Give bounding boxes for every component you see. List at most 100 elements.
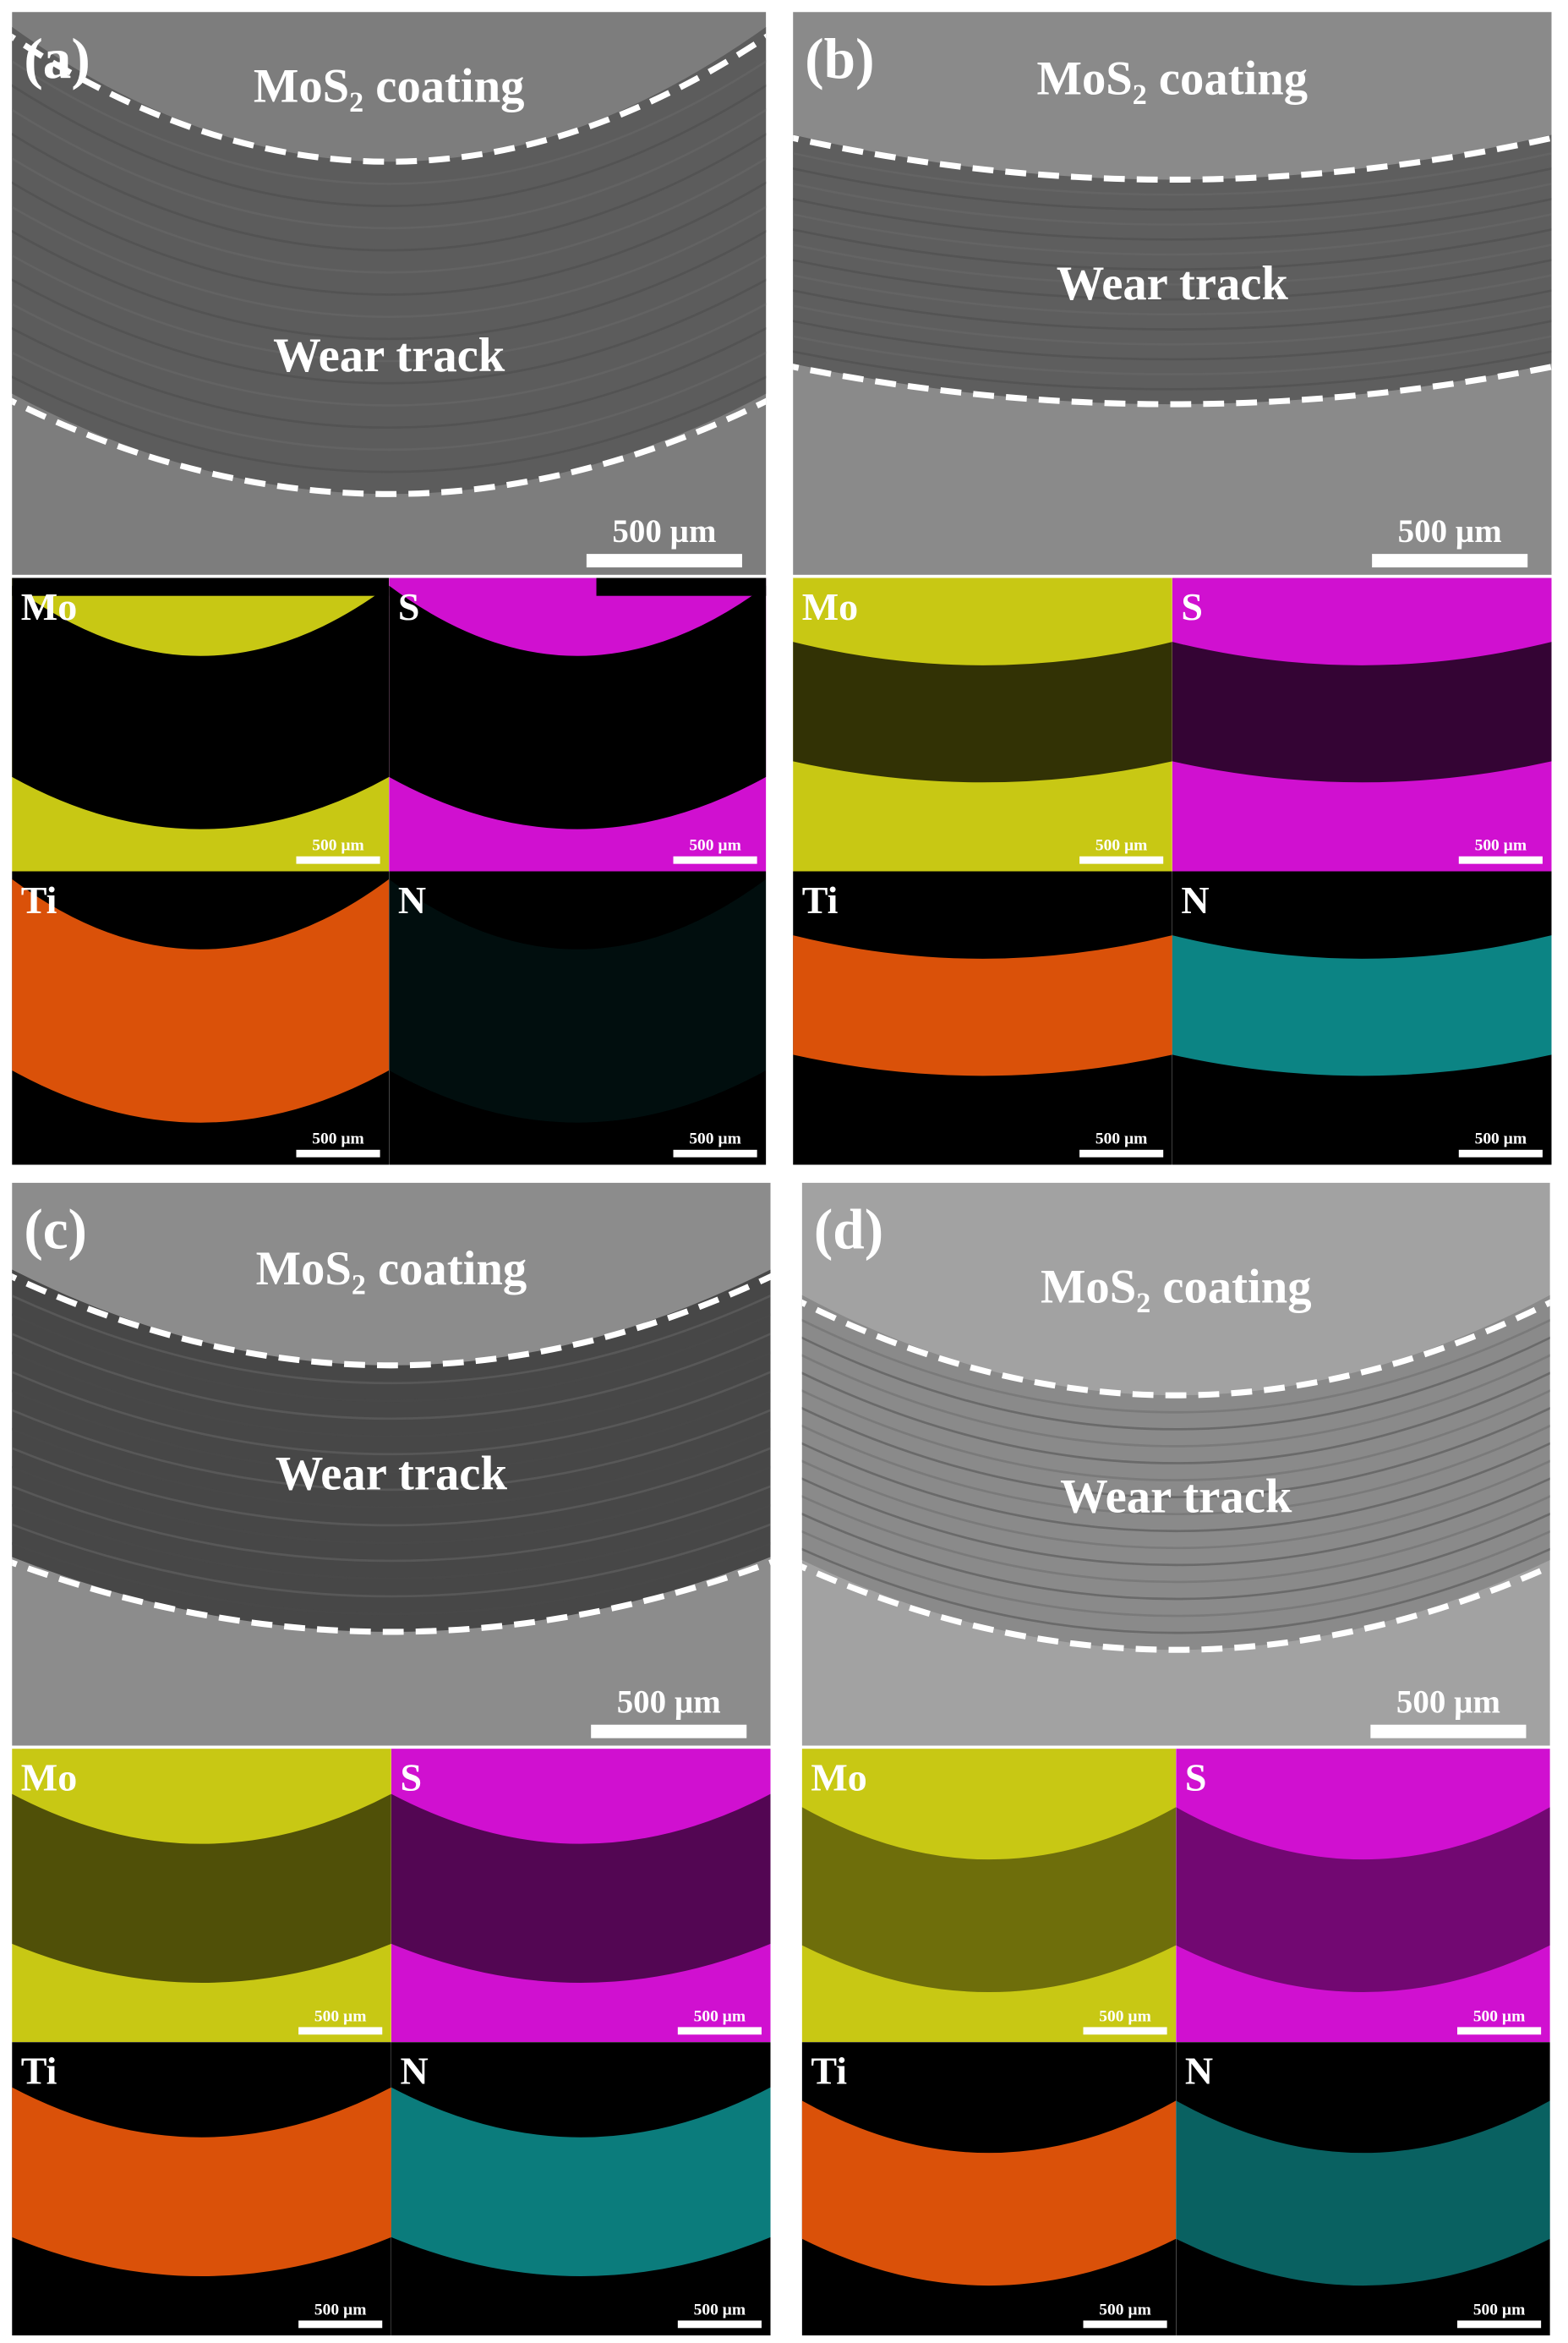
scale-bar-label: 500 µm <box>689 1130 741 1148</box>
eds-map: N 500 µm <box>1176 2042 1550 2336</box>
scale-bar-label: 500 µm <box>312 837 364 855</box>
track-streak <box>12 59 767 185</box>
element-signal <box>389 879 767 1123</box>
scale-bar-label: 500 µm <box>617 1684 721 1721</box>
eds-map: S 500 µm <box>391 1749 771 2043</box>
track-label: Wear track <box>1060 1470 1292 1523</box>
eds-map: Ti 500 µm <box>12 871 390 1165</box>
track-streak <box>12 229 767 341</box>
track-streak <box>12 303 767 407</box>
track-streak <box>12 254 767 363</box>
track-streak <box>12 1485 771 1563</box>
track-streak <box>793 213 1552 256</box>
scale-bar <box>1083 2027 1167 2035</box>
scale-bar-label: 500 µm <box>1473 2301 1526 2318</box>
sem-image: (d) MoS₂ coating Wear track 500 µm <box>801 1182 1550 1746</box>
scale-bar-label: 500 µm <box>612 513 716 550</box>
track-depletion <box>801 1807 1177 1993</box>
track-streak <box>801 1424 1550 1516</box>
scale-bar-label: 500 µm <box>1095 837 1148 855</box>
track-depletion <box>1176 1807 1550 1993</box>
track-streak <box>12 1523 771 1598</box>
track-streak <box>801 1530 1550 1618</box>
track-streak <box>793 167 1552 211</box>
element-signal <box>1176 1749 1550 2043</box>
track-streak <box>801 1442 1550 1533</box>
element-label: N <box>1185 2050 1213 2093</box>
element-label: S <box>1185 1756 1207 1799</box>
element-label: S <box>1181 585 1203 628</box>
track-streak <box>12 1447 771 1527</box>
track-streak <box>12 1294 771 1385</box>
track-streak <box>12 1313 771 1403</box>
track-streak <box>801 1371 1550 1464</box>
element-label: N <box>398 879 426 922</box>
scale-bar-label: 500 µm <box>1475 837 1527 855</box>
track-streak <box>12 326 767 430</box>
track-streak <box>793 259 1552 301</box>
scale-bar-label: 500 µm <box>1398 513 1502 550</box>
coating-label: MoS₂ coating <box>254 60 525 112</box>
sem-image: (c) MoS₂ coating Wear track 500 µm <box>12 1182 771 1746</box>
track-depletion <box>12 1793 391 1983</box>
track-streak <box>12 1465 771 1545</box>
track-depletion <box>12 585 390 829</box>
element-signal <box>1176 2100 1550 2286</box>
track-streak <box>12 375 767 474</box>
scale-bar <box>296 856 380 864</box>
track-streak <box>793 289 1552 331</box>
panel-label: (c) <box>24 1198 87 1262</box>
element-label: N <box>400 2050 428 2093</box>
element-label: Ti <box>21 2050 57 2093</box>
track-label: Wear track <box>1057 258 1289 310</box>
track-streak <box>12 132 767 252</box>
track-streak <box>12 84 767 207</box>
scale-bar-label: 500 µm <box>1396 1684 1500 1721</box>
scale-bar-label: 500 µm <box>1095 1130 1148 1148</box>
track-streak <box>793 335 1552 375</box>
coating-label: MoS₂ coating <box>1041 1261 1312 1313</box>
track-streak <box>793 183 1552 226</box>
track-streak <box>12 1541 771 1616</box>
no-signal <box>12 578 390 596</box>
scale-bar <box>677 2320 762 2329</box>
no-signal <box>389 871 767 1165</box>
eds-map: Mo 500 µm <box>801 1749 1177 2043</box>
track-streak <box>12 1409 771 1492</box>
track-streak <box>801 1406 1550 1498</box>
element-signal <box>12 879 390 1123</box>
eds-map: N 500 µm <box>391 2042 771 2336</box>
scale-bar <box>1079 856 1164 864</box>
panel-label: (d) <box>814 1198 883 1262</box>
scale-bar <box>586 554 742 568</box>
track-streak <box>801 1459 1550 1550</box>
coating-label: MoS₂ coating <box>256 1243 527 1295</box>
track-streak <box>793 228 1552 271</box>
eds-map: N 500 µm <box>1172 871 1552 1165</box>
track-streak <box>12 1332 771 1421</box>
eds-map: S 500 µm <box>389 578 767 872</box>
track-streak <box>801 1547 1550 1634</box>
track-streak <box>12 181 767 296</box>
track-streak <box>793 350 1552 391</box>
scale-bar <box>1457 2027 1542 2035</box>
scale-bar <box>1457 2320 1542 2329</box>
scale-bar <box>1458 856 1543 864</box>
boundary-line <box>801 1299 1550 1399</box>
scale-bar-label: 500 µm <box>312 1130 364 1148</box>
element-label: Mo <box>21 585 77 628</box>
element-label: S <box>398 585 420 628</box>
element-label: Mo <box>21 1756 77 1799</box>
scale-bar-label: 500 µm <box>1099 2007 1151 2025</box>
eds-map: Ti 500 µm <box>12 2042 391 2336</box>
element-signal <box>793 935 1172 1076</box>
track-streak <box>793 198 1552 241</box>
scale-bar <box>673 856 757 864</box>
track-streak <box>12 1389 771 1474</box>
boundary-line <box>793 364 1552 408</box>
eds-map: S 500 µm <box>1176 1749 1550 2043</box>
scale-bar-label: 500 µm <box>1475 1130 1527 1148</box>
element-label: Mo <box>811 1756 866 1799</box>
track-depletion <box>389 585 767 829</box>
scale-bar-label: 500 µm <box>694 2007 746 2025</box>
